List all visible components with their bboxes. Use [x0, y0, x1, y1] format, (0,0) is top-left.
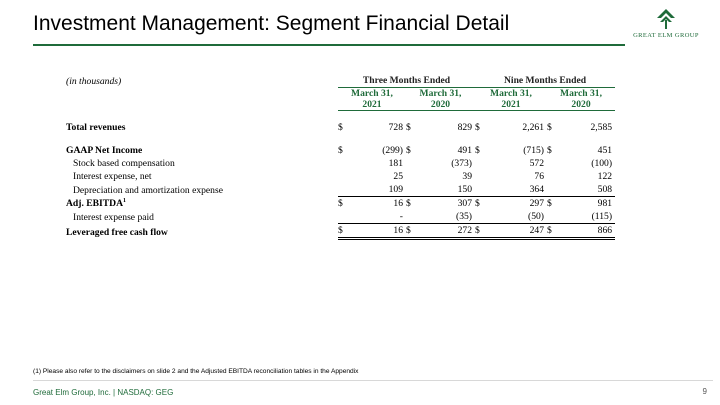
- cell-value: (115): [591, 211, 613, 222]
- elm-leaf-icon: [657, 9, 675, 29]
- currency-symbol: $: [338, 122, 343, 133]
- cell-value: (299): [382, 145, 403, 156]
- currency-symbol: $: [406, 223, 416, 240]
- cell-value: (50): [528, 211, 544, 222]
- row-label: Depreciation and amortization expense: [73, 184, 223, 196]
- currency-symbol: $: [475, 196, 485, 210]
- cell-value: (35): [456, 211, 472, 222]
- cell-value: 866: [557, 223, 616, 240]
- cell-value: 307: [416, 196, 475, 210]
- row-label: GAAP Net Income: [66, 145, 143, 156]
- page-number: 9: [702, 387, 707, 396]
- row-label: Interest expense, net: [73, 171, 152, 182]
- date-header: March 31, 2021: [338, 87, 406, 111]
- cell-value: 16: [348, 223, 406, 240]
- cell-value: 297: [485, 196, 547, 210]
- cell-value: 728: [388, 122, 403, 133]
- currency-symbol: $: [338, 196, 348, 210]
- row-label-text: Adj. EBITDA: [66, 198, 124, 209]
- date-header-text: March 31, 2021: [490, 88, 532, 110]
- date-header: March 31, 2021: [475, 87, 547, 111]
- cell-value: 981: [557, 196, 616, 210]
- currency-symbol: $: [547, 145, 552, 156]
- table-row-gaap-net-income: GAAP Net Income $ (299) $ 491 $ (715) $ …: [66, 144, 615, 157]
- cell-value: 109: [388, 184, 403, 195]
- cell-value: 491: [457, 145, 472, 156]
- units-label: (in thousands): [66, 75, 122, 87]
- cell-value: 364: [529, 184, 544, 195]
- cell-value: 572: [529, 158, 544, 169]
- group-header-three-months: Three Months Ended: [338, 74, 475, 88]
- date-header-text: March 31, 2020: [419, 88, 462, 110]
- row-label: Interest expense paid: [73, 211, 154, 223]
- page-title: Investment Management: Segment Financial…: [33, 12, 510, 35]
- date-header: March 31, 2020: [547, 87, 616, 111]
- row-label: Stock based compensation: [73, 158, 175, 169]
- date-header-text: March 31, 2021: [351, 88, 393, 110]
- row-label: Adj. EBITDA1: [66, 197, 338, 211]
- table-row-depreciation: Depreciation and amortization expense 10…: [66, 183, 615, 197]
- currency-symbol: $: [338, 145, 343, 156]
- cell-value: 508: [597, 184, 613, 195]
- cell-value: (100): [591, 158, 613, 169]
- currency-symbol: $: [406, 196, 416, 210]
- cell-value: 451: [597, 145, 613, 156]
- footnote-marker: 1: [123, 198, 127, 204]
- cell-value: 2,261: [522, 122, 544, 133]
- currency-symbol: $: [338, 223, 348, 240]
- group-header-nine-months: Nine Months Ended: [475, 74, 616, 88]
- cell-value: 150: [457, 184, 472, 195]
- cell-value: (715): [523, 145, 544, 156]
- row-label: Leveraged free cash flow: [66, 226, 168, 238]
- cell-value: 122: [597, 171, 613, 182]
- currency-symbol: $: [475, 122, 480, 133]
- currency-symbol: $: [547, 196, 557, 210]
- cell-value: 181: [388, 158, 403, 169]
- table-row-stock-comp: Stock based compensation 181 (373) 572 (…: [66, 157, 615, 170]
- title-divider: [33, 44, 625, 46]
- logo-wordmark: GREAT ELM GROUP: [633, 32, 699, 39]
- footer-divider: [33, 380, 713, 381]
- table-row-levered-fcf: Leveraged free cash flow $ 16 $ 272 $ 24…: [66, 223, 616, 240]
- footnote: (1) Please also refer to the disclaimers…: [33, 368, 359, 375]
- currency-symbol: $: [406, 122, 411, 133]
- company-logo: GREAT ELM GROUP: [626, 8, 706, 42]
- cell-value: 247: [485, 223, 547, 240]
- table-row-interest-paid: Interest expense paid - (35) (50) (115): [66, 210, 615, 224]
- cell-value: 2,585: [590, 122, 613, 133]
- currency-symbol: $: [547, 223, 557, 240]
- cell-value: (373): [451, 158, 472, 169]
- currency-symbol: $: [475, 145, 480, 156]
- cell-value: 25: [393, 171, 403, 182]
- date-header: March 31, 2020: [406, 87, 475, 111]
- financial-table: (in thousands) Three Months Ended Nine M…: [66, 74, 616, 240]
- cell-value: 829: [457, 122, 472, 133]
- currency-symbol: $: [475, 223, 485, 240]
- cell-value: 76: [534, 171, 544, 182]
- date-header-text: March 31, 2020: [560, 88, 602, 110]
- table-row-adj-ebitda: Adj. EBITDA1 $ 16 $ 307 $ 297 $ 981: [66, 196, 616, 211]
- cell-value: 272: [416, 223, 475, 240]
- currency-symbol: $: [547, 122, 552, 133]
- cell-value: 39: [462, 171, 472, 182]
- footer-company: Great Elm Group, Inc. | NASDAQ: GEG: [33, 388, 174, 397]
- cell-value: 16: [348, 196, 406, 210]
- cell-value: -: [399, 211, 403, 222]
- table-row-interest-expense-net: Interest expense, net 25 39 76 122: [66, 170, 615, 183]
- currency-symbol: $: [406, 145, 411, 156]
- table-row-total-revenues: Total revenues $ 728 $ 829 $ 2,261 $ 2,5…: [66, 121, 615, 134]
- row-label: Total revenues: [66, 122, 126, 133]
